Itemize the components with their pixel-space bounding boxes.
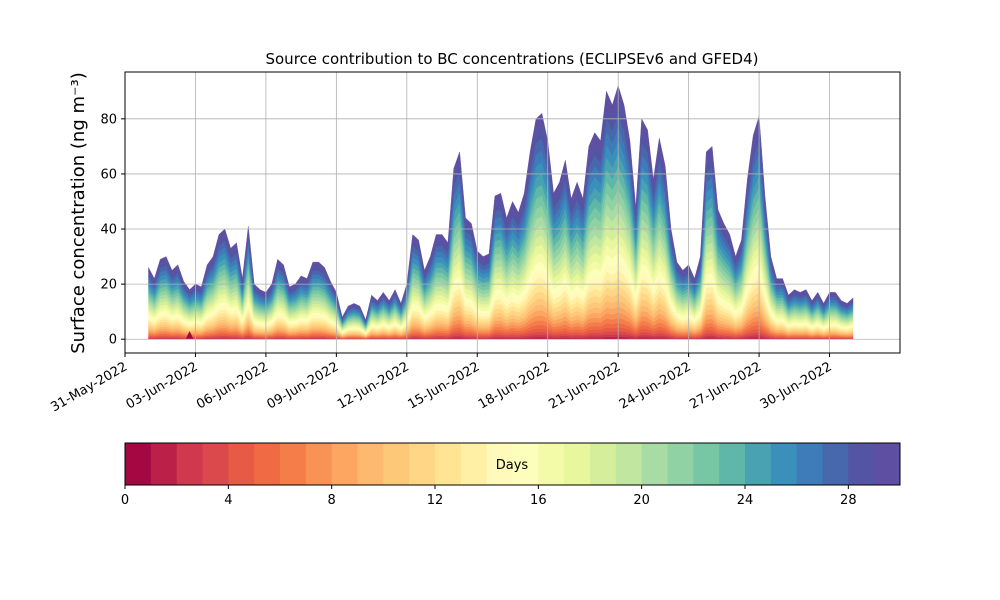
y-tick-label: 40 xyxy=(100,223,117,238)
colorbar-swatch xyxy=(460,443,488,485)
colorbar-swatch xyxy=(280,443,307,485)
colorbar-swatch xyxy=(305,443,333,485)
colorbar-swatch xyxy=(822,443,849,485)
colorbar-swatch xyxy=(641,443,668,485)
colorbar-swatch xyxy=(667,443,694,485)
colorbar-tick-label: 24 xyxy=(737,493,754,508)
colorbar-swatch xyxy=(176,443,203,485)
colorbar-tick-label: 28 xyxy=(840,493,857,508)
colorbar-swatch xyxy=(874,443,901,485)
colorbar-swatch xyxy=(228,443,255,485)
colorbar-swatch xyxy=(512,443,539,485)
grid-lines xyxy=(124,72,900,353)
chart-title: Source contribution to BC concentrations… xyxy=(265,50,758,68)
colorbar-swatch xyxy=(590,443,617,485)
colorbar-swatch xyxy=(693,443,720,485)
colorbar-swatch xyxy=(538,443,565,485)
colorbar-swatch xyxy=(770,443,798,485)
y-tick-label: 80 xyxy=(100,112,117,127)
colorbar-swatch xyxy=(435,443,462,485)
colorbar-swatch xyxy=(745,443,772,485)
colorbar-swatch xyxy=(357,443,384,485)
colorbar-swatch xyxy=(383,443,410,485)
colorbar-swatch xyxy=(719,443,746,485)
colorbar-ticks: 0 4 8 12 16 20 24 28 xyxy=(121,485,857,508)
colorbar-swatch xyxy=(150,443,178,485)
fresh-pulse xyxy=(185,330,194,340)
plot-frame xyxy=(124,71,901,354)
colorbar-swatch xyxy=(796,443,823,485)
colorbar-swatch xyxy=(486,443,513,485)
colorbar-swatch xyxy=(409,443,436,485)
colorbar-swatches xyxy=(125,443,901,485)
y-axis-ticks: 0 20 40 60 80 xyxy=(100,112,125,348)
colorbar-tick-label: 12 xyxy=(427,493,444,508)
y-axis-label: Surface concentration (ng m⁻³) xyxy=(68,72,89,354)
colorbar-swatch xyxy=(331,443,358,485)
colorbar-tick-label: 0 xyxy=(121,493,129,508)
area-layer-day-29 xyxy=(148,85,854,322)
stacked-area-layers xyxy=(148,85,854,340)
colorbar-tick-label: 8 xyxy=(328,493,336,508)
colorbar-swatch xyxy=(615,443,643,485)
colorbar: Days 0 4 8 12 16 20 24 28 xyxy=(121,442,901,508)
colorbar-swatch xyxy=(202,443,229,485)
colorbar-swatch xyxy=(125,443,152,485)
colorbar-tick-label: 20 xyxy=(633,493,650,508)
colorbar-swatch xyxy=(848,443,875,485)
colorbar-tick-label: 4 xyxy=(224,493,232,508)
colorbar-swatch xyxy=(254,443,281,485)
y-tick-label: 20 xyxy=(100,278,117,293)
colorbar-label: Days xyxy=(496,458,529,473)
y-tick-label: 0 xyxy=(109,333,117,348)
colorbar-swatch xyxy=(564,443,591,485)
fresh-emission-pulses xyxy=(185,330,194,340)
colorbar-frame xyxy=(124,442,901,486)
y-tick-label: 60 xyxy=(100,167,117,182)
colorbar-tick-label: 16 xyxy=(530,493,547,508)
